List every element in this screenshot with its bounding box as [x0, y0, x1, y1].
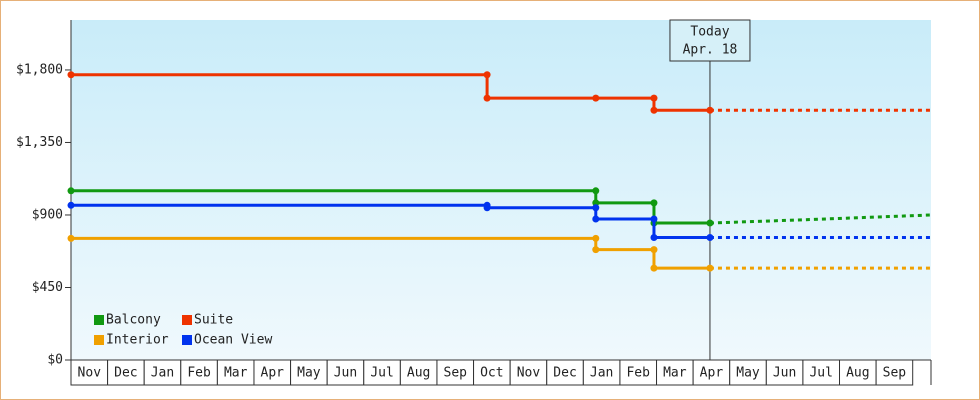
price-point: [650, 215, 658, 223]
x-tick-label: Aug: [407, 366, 430, 381]
x-tick-label: May: [297, 366, 321, 381]
month-box: [143, 359, 182, 386]
today-box: [669, 19, 751, 62]
x-tick-label: Oct: [480, 366, 503, 381]
price-point: [706, 264, 714, 272]
forecast-line: [709, 213, 932, 225]
legend-label: Suite: [194, 313, 233, 328]
month-box: [253, 359, 292, 386]
price-point: [650, 94, 658, 102]
x-tick-label: Feb: [187, 366, 211, 381]
price-point: [67, 187, 75, 195]
month-box: [216, 359, 255, 386]
price-point: [592, 215, 600, 223]
price-point: [67, 71, 75, 79]
x-tick-label: Dec: [114, 366, 137, 381]
price-point: [650, 234, 658, 242]
legend-label: Interior: [106, 333, 169, 348]
y-tick-label: $1,350: [16, 135, 63, 150]
x-tick-label: Nov: [78, 366, 102, 381]
price-point: [592, 246, 600, 254]
price-point: [483, 71, 491, 79]
month-box: [729, 359, 767, 386]
legend-swatch: [182, 315, 192, 325]
legend-swatch: [182, 335, 192, 345]
x-tick-label: Jan: [590, 366, 613, 381]
price-point: [592, 94, 600, 102]
month-box: [765, 359, 804, 386]
price-point: [483, 94, 491, 102]
price-point: [592, 234, 600, 242]
price-point: [706, 219, 714, 227]
x-tick-label: Jul: [370, 366, 393, 381]
legend-label: Ocean View: [194, 333, 272, 348]
price-point: [706, 234, 714, 242]
x-tick-label: Apr: [261, 366, 285, 381]
x-tick-label: Sep: [883, 366, 907, 381]
month-box: [290, 359, 328, 386]
month-box: [546, 359, 584, 386]
x-tick-label: Jun: [334, 366, 357, 381]
month-box: [692, 359, 731, 386]
x-tick-label: Mar: [663, 366, 687, 381]
month-box: [326, 359, 365, 386]
price-point: [592, 187, 600, 195]
price-point: [592, 199, 600, 207]
month-box: [180, 359, 218, 386]
x-tick-label: Apr: [700, 366, 724, 381]
today-label: Today: [690, 25, 729, 40]
legend-swatch: [94, 335, 104, 345]
x-tick-label: Jan: [151, 366, 174, 381]
x-tick-label: May: [736, 366, 760, 381]
month-box: [509, 359, 548, 386]
y-tick-label: $900: [32, 207, 63, 222]
x-tick-label: Aug: [846, 366, 869, 381]
price-point: [592, 204, 600, 212]
price-line: [71, 236, 710, 270]
y-tick-label: $1,800: [16, 62, 63, 77]
month-box: [399, 359, 438, 386]
month-box: [363, 359, 401, 386]
legend-swatch: [94, 315, 104, 325]
month-box: [656, 359, 694, 386]
price-point: [650, 106, 658, 114]
x-tick-label: Mar: [224, 366, 248, 381]
x-tick-label: Feb: [626, 366, 650, 381]
price-point: [650, 246, 658, 254]
x-tick-label: Jul: [809, 366, 832, 381]
x-tick-label: Sep: [444, 366, 468, 381]
month-box: [107, 359, 145, 386]
price-point: [706, 106, 714, 114]
price-point: [650, 264, 658, 272]
month-box: [875, 359, 914, 386]
price-point: [650, 199, 658, 207]
price-point: [483, 204, 491, 212]
legend-label: Balcony: [106, 313, 161, 328]
y-tick-label: $450: [32, 280, 63, 295]
today-date: Apr. 18: [683, 43, 738, 58]
month-box: [70, 359, 109, 386]
x-tick-label: Dec: [553, 366, 576, 381]
price-line: [71, 189, 710, 225]
price-point: [67, 234, 75, 242]
x-tick-label: Nov: [517, 366, 541, 381]
y-tick-label: $0: [47, 353, 63, 368]
x-tick-label: Jun: [773, 366, 796, 381]
month-box: [619, 359, 658, 386]
month-box: [582, 359, 621, 386]
price-point: [67, 201, 75, 209]
